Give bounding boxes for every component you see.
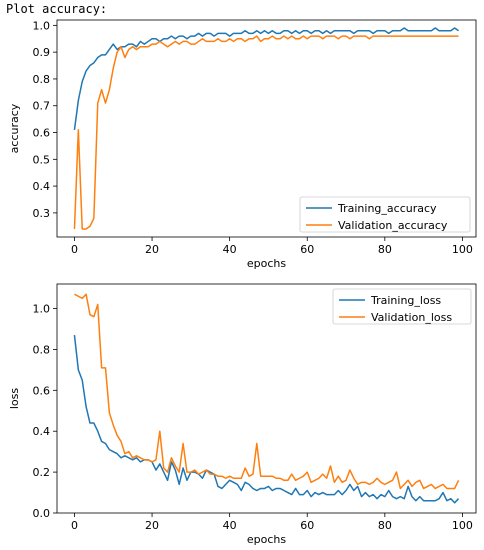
y-axis-label: accuracy xyxy=(8,103,21,153)
y-tick-label: 0.6 xyxy=(33,127,51,140)
series-line-0 xyxy=(73,335,460,504)
y-tick-label: 0.5 xyxy=(33,153,51,166)
legend-label-0: Training_loss xyxy=(370,294,441,307)
loss-chart: 0 20 40 60 80 100 0.0 0.2 0.4 0.6 0.8 1.0 epochs loss… xyxy=(8,283,477,546)
x-axis-label: epochs xyxy=(247,257,286,270)
series-line-1 xyxy=(73,35,459,230)
y-tick-label: 1.0 xyxy=(33,303,51,316)
x-axis-label: epochs xyxy=(247,533,286,546)
x-tick-label: 60 xyxy=(300,243,314,256)
x-tick-label: 100 xyxy=(452,519,473,532)
x-tick-label: 40 xyxy=(223,243,237,256)
y-tick-label: 0.6 xyxy=(33,384,51,397)
y-tick-label: 0.2 xyxy=(33,466,51,479)
x-tick-label: 20 xyxy=(145,519,159,532)
accuracy-chart: 0 20 40 60 80 100 0.3 0.4 0.5 0.6 0.7 0.8 0.9 1.0 epoc… xyxy=(8,19,477,270)
plot-frame xyxy=(56,283,477,514)
y-tick-label: 0.3 xyxy=(33,207,51,220)
x-tick-label: 20 xyxy=(145,243,159,256)
x-tick-label: 100 xyxy=(452,243,473,256)
legend-label-1: Validation_loss xyxy=(371,311,452,324)
y-axis-label: loss xyxy=(8,388,21,410)
x-tick-label: 0 xyxy=(71,243,78,256)
x-tick-label: 80 xyxy=(378,519,392,532)
legend-label-0: Training_accuracy xyxy=(337,202,437,215)
y-tick-label: 1.0 xyxy=(33,19,51,32)
x-tick-label: 40 xyxy=(223,519,237,532)
y-tick-label: 0.9 xyxy=(33,46,51,59)
legend-label-1: Validation_accuracy xyxy=(338,219,448,232)
series-line-1 xyxy=(74,293,460,490)
legend-box xyxy=(299,196,471,233)
x-tick-label: 60 xyxy=(300,519,314,532)
y-tick-label: 0.7 xyxy=(33,100,51,113)
plot-frame xyxy=(56,19,477,238)
series-line-0 xyxy=(73,27,459,130)
cell-output-label: Plot accuracy: xyxy=(6,2,108,16)
y-tick-label: 0.4 xyxy=(33,180,51,193)
y-tick-label: 0.0 xyxy=(33,507,51,520)
x-tick-label: 80 xyxy=(378,243,392,256)
y-tick-label: 0.8 xyxy=(33,73,51,86)
y-tick-label: 0.8 xyxy=(33,343,51,356)
x-tick-label: 0 xyxy=(71,519,78,532)
y-tick-label: 0.4 xyxy=(33,425,51,438)
legend-box xyxy=(332,288,472,325)
